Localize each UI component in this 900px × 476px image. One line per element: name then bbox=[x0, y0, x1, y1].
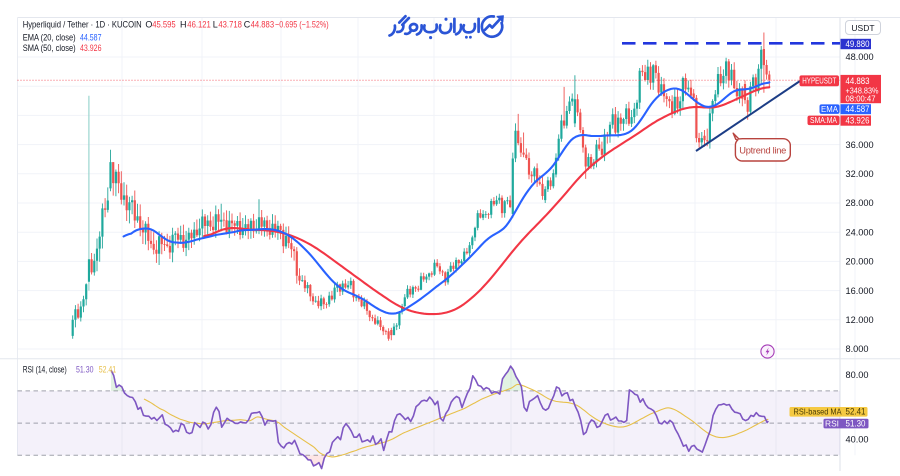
svg-text:C: C bbox=[244, 19, 251, 29]
svg-text:43.926: 43.926 bbox=[80, 43, 102, 53]
svg-text:−0.695 (−1.52%): −0.695 (−1.52%) bbox=[275, 19, 329, 29]
svg-text:RSI (14, close): RSI (14, close) bbox=[23, 364, 67, 374]
svg-text:16.000: 16.000 bbox=[846, 286, 874, 296]
svg-text:12.000: 12.000 bbox=[846, 315, 874, 325]
svg-text:28.000: 28.000 bbox=[846, 198, 874, 208]
svg-text:+348.83%: +348.83% bbox=[846, 86, 879, 95]
svg-text:52.41: 52.41 bbox=[99, 364, 117, 374]
svg-text:46.121: 46.121 bbox=[187, 19, 211, 29]
svg-text:EMA (20, close): EMA (20, close) bbox=[23, 33, 76, 43]
svg-text:44.587: 44.587 bbox=[80, 33, 102, 43]
svg-text:O: O bbox=[145, 19, 152, 29]
svg-text:43.718: 43.718 bbox=[218, 19, 242, 29]
svg-text:20.000: 20.000 bbox=[846, 257, 874, 267]
svg-text:8.000: 8.000 bbox=[846, 344, 869, 354]
svg-text:43.926: 43.926 bbox=[846, 115, 870, 125]
svg-text:RSI: RSI bbox=[825, 418, 839, 428]
svg-text:HYPEUSDT: HYPEUSDT bbox=[802, 77, 836, 86]
svg-text:51.30: 51.30 bbox=[76, 364, 94, 374]
svg-text:Uptrend line: Uptrend line bbox=[739, 145, 786, 155]
svg-text:44.883: 44.883 bbox=[846, 76, 870, 86]
svg-text:H: H bbox=[180, 19, 187, 29]
svg-text:08:00:47: 08:00:47 bbox=[846, 94, 876, 103]
svg-text:Hyperliquid / Tether · 1D · KU: Hyperliquid / Tether · 1D · KUCOIN bbox=[23, 19, 142, 29]
svg-text:SMA (50, close): SMA (50, close) bbox=[23, 43, 76, 53]
svg-text:49.880: 49.880 bbox=[846, 39, 870, 49]
svg-text:RSI-based MA: RSI-based MA bbox=[794, 407, 842, 417]
svg-text:24.000: 24.000 bbox=[846, 227, 874, 237]
svg-text:32.000: 32.000 bbox=[846, 169, 874, 179]
svg-text:36.000: 36.000 bbox=[846, 140, 874, 150]
svg-text:52.41: 52.41 bbox=[846, 407, 866, 417]
svg-text:40.00: 40.00 bbox=[846, 434, 869, 444]
svg-text:USDT: USDT bbox=[851, 23, 874, 33]
svg-text:L: L bbox=[213, 19, 218, 29]
svg-text:51.30: 51.30 bbox=[846, 418, 866, 428]
svg-text:45.595: 45.595 bbox=[152, 19, 176, 29]
svg-text:44.883: 44.883 bbox=[251, 19, 275, 29]
svg-text:SMA:MA: SMA:MA bbox=[810, 116, 838, 125]
svg-text:80.00: 80.00 bbox=[846, 370, 869, 380]
svg-text:44.587: 44.587 bbox=[846, 104, 870, 114]
svg-text:EMA: EMA bbox=[821, 105, 839, 114]
svg-text:48.000: 48.000 bbox=[846, 52, 874, 62]
